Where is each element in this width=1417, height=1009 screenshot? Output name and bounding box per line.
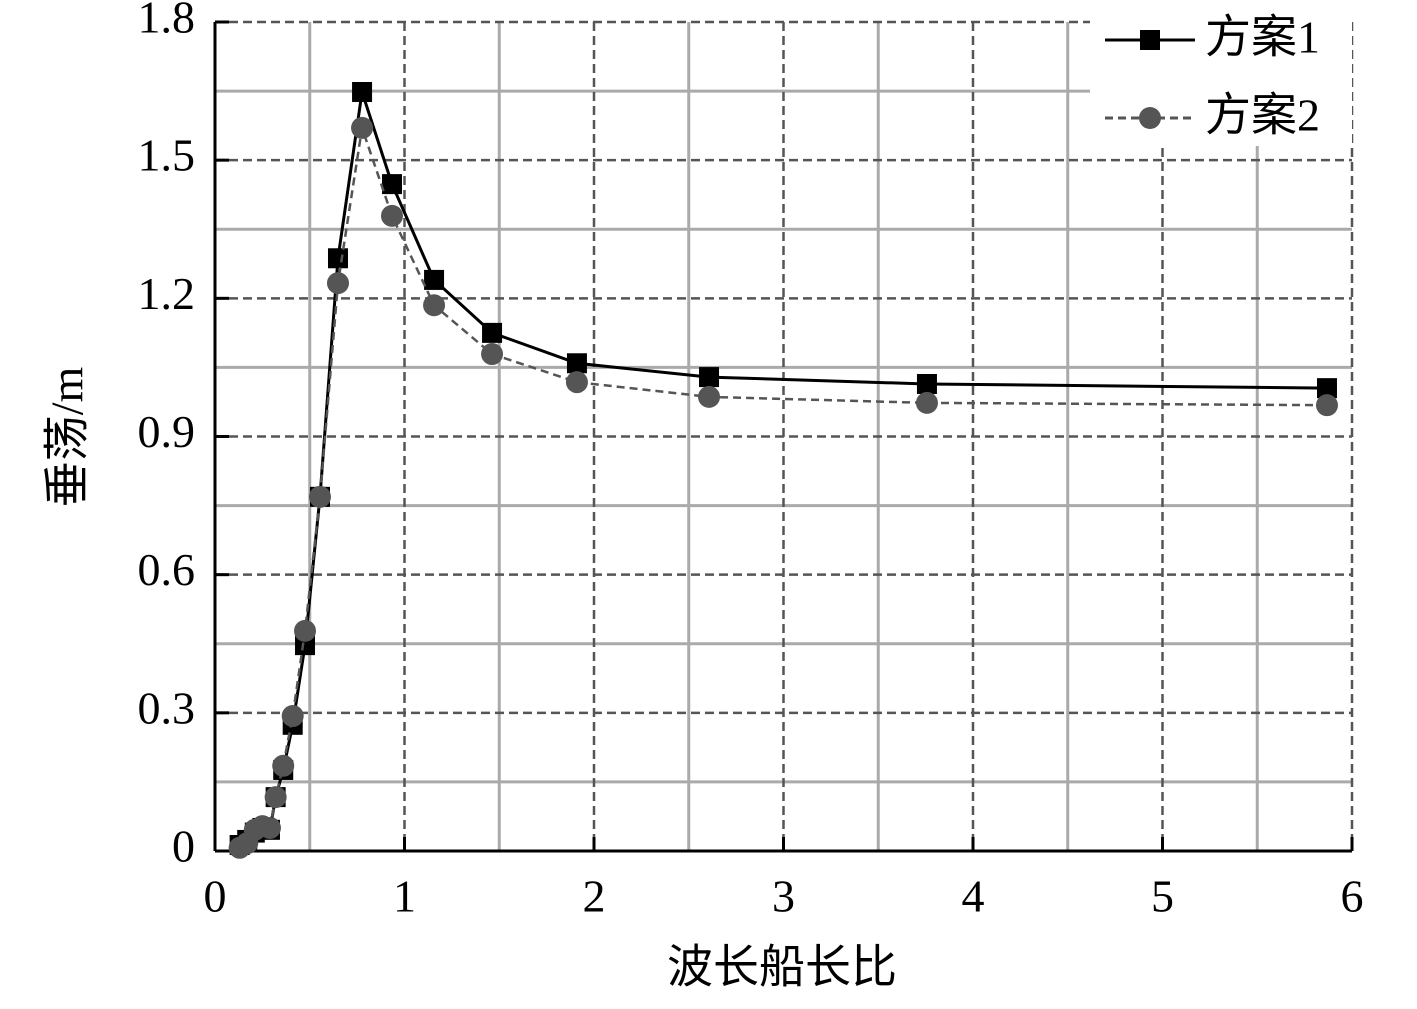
y-tick-label: 1.5: [138, 130, 196, 181]
marker: [264, 786, 287, 809]
x-tick-label: 6: [1341, 871, 1364, 922]
x-tick-label: 5: [1151, 871, 1174, 922]
marker: [1140, 30, 1160, 50]
marker: [327, 248, 348, 269]
marker: [482, 322, 503, 343]
marker: [481, 343, 504, 366]
marker: [699, 367, 720, 388]
marker: [915, 391, 938, 414]
marker: [258, 816, 281, 839]
x-tick-label: 2: [583, 871, 606, 922]
marker: [1315, 394, 1338, 417]
marker: [1316, 378, 1337, 399]
x-tick-label: 3: [772, 871, 795, 922]
marker: [281, 705, 304, 728]
marker: [326, 272, 349, 295]
y-axis-title: 垂荡/m: [42, 367, 93, 508]
marker: [272, 754, 295, 777]
y-tick-label: 1.8: [138, 0, 196, 43]
marker: [380, 204, 403, 227]
marker: [565, 371, 588, 394]
y-tick-label: 0.3: [138, 682, 196, 733]
x-tick-label: 4: [962, 871, 985, 922]
legend-label: 方案2: [1205, 90, 1320, 141]
legend-label: 方案1: [1205, 12, 1320, 63]
marker: [424, 269, 445, 290]
y-tick-label: 0: [172, 821, 195, 872]
marker: [698, 385, 721, 408]
marker: [294, 619, 317, 642]
marker: [1139, 107, 1161, 129]
marker: [423, 294, 446, 317]
y-tick-label: 0.9: [138, 406, 196, 457]
x-axis-title: 波长船长比: [667, 942, 897, 993]
marker: [308, 485, 331, 508]
x-tick-label: 0: [204, 871, 227, 922]
marker: [566, 353, 587, 374]
marker: [351, 116, 374, 139]
x-tick-label: 1: [393, 871, 416, 922]
y-tick-label: 1.2: [138, 268, 196, 319]
marker: [916, 373, 937, 394]
marker: [352, 82, 373, 103]
y-tick-label: 0.6: [138, 544, 196, 595]
marker: [381, 174, 402, 195]
